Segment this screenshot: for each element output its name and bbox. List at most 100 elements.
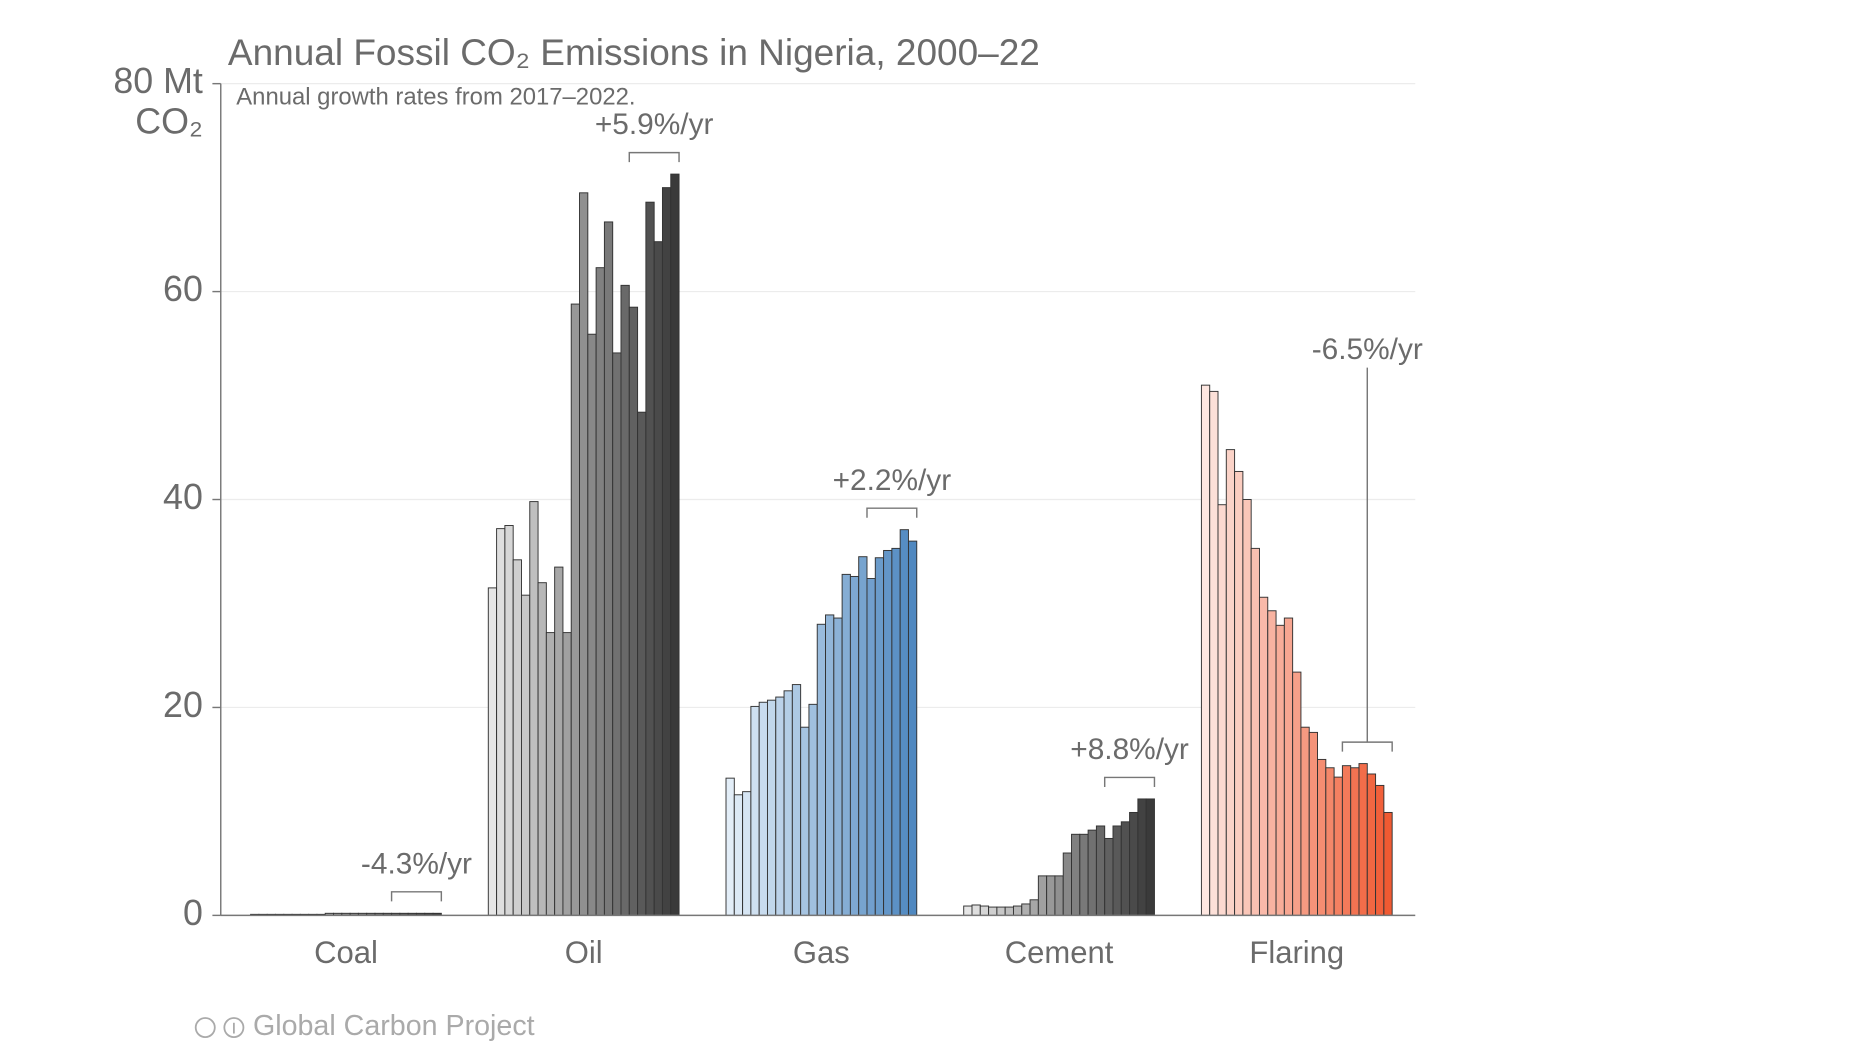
bar	[545, 632, 556, 916]
growth-annotation: +5.9%/yr	[595, 108, 714, 141]
y-axis-label: CO₂	[135, 102, 203, 142]
bar	[554, 566, 564, 916]
bar	[1250, 547, 1260, 916]
bar	[791, 684, 802, 916]
bar	[907, 540, 918, 916]
bar	[963, 905, 973, 916]
growth-annotation: +2.2%/yr	[833, 464, 952, 497]
bar	[1366, 773, 1377, 916]
growth-bracket	[1103, 776, 1156, 788]
bar	[1137, 798, 1147, 916]
bar	[504, 525, 514, 916]
y-tick-label: 20	[163, 685, 203, 725]
bar	[612, 352, 622, 916]
bar	[487, 587, 498, 916]
growth-bracket	[390, 891, 443, 902]
bar	[653, 241, 663, 916]
bar	[979, 905, 990, 916]
bar	[1087, 829, 1097, 916]
bar	[1209, 390, 1219, 916]
growth-bracket	[1341, 741, 1393, 752]
bar	[988, 906, 998, 916]
bar	[661, 187, 672, 916]
bar	[1267, 610, 1277, 916]
bar	[637, 411, 647, 916]
y-tick-label: 60	[163, 269, 203, 309]
bar	[628, 306, 639, 916]
bar	[833, 617, 843, 916]
bar	[1341, 765, 1352, 916]
bar	[1292, 671, 1302, 916]
bar	[1095, 825, 1106, 916]
bar	[1383, 811, 1393, 916]
bar	[570, 303, 581, 916]
bar	[775, 696, 785, 916]
bar	[800, 726, 810, 916]
bar	[1258, 596, 1269, 916]
bar	[1200, 384, 1211, 916]
bar	[849, 575, 860, 916]
bar	[595, 267, 605, 916]
bar	[750, 705, 760, 916]
bar	[1062, 852, 1073, 916]
chart-title: Annual Fossil CO₂ Emissions in Nigeria, …	[228, 32, 1040, 73]
bar	[1308, 731, 1318, 916]
bar	[1021, 903, 1031, 916]
bar	[1004, 906, 1014, 916]
bar	[1217, 504, 1227, 916]
bar	[725, 777, 735, 916]
x-tick-label: Flaring	[1249, 935, 1344, 970]
bar	[1317, 758, 1327, 916]
bar	[1029, 899, 1039, 916]
bar	[808, 703, 818, 916]
x-tick-label: Gas	[793, 935, 850, 970]
bar	[1120, 821, 1131, 916]
source: Global Carbon Project	[253, 1010, 535, 1042]
bar	[766, 699, 777, 916]
bar	[579, 192, 589, 916]
bar	[1325, 767, 1335, 916]
bar	[670, 173, 680, 916]
bar	[529, 501, 539, 916]
bar	[1242, 499, 1252, 916]
bar	[1145, 798, 1155, 916]
x-tick-label: Oil	[565, 935, 603, 970]
bar	[825, 614, 835, 916]
bar	[1112, 825, 1122, 916]
bar	[512, 559, 522, 916]
bar	[891, 547, 901, 916]
cc-icons	[194, 1017, 245, 1038]
bar	[537, 582, 547, 916]
bar	[603, 221, 614, 916]
bar	[866, 578, 876, 916]
growth-bracket	[866, 507, 918, 518]
bar	[971, 904, 981, 916]
growth-bracket	[628, 151, 680, 163]
bar	[1333, 776, 1343, 916]
bar	[1375, 784, 1385, 916]
bar	[883, 549, 893, 916]
growth-annotation: -4.3%/yr	[361, 847, 472, 880]
bar	[1225, 449, 1236, 916]
bar	[874, 557, 885, 916]
bar	[1046, 875, 1056, 916]
bar	[1129, 811, 1139, 916]
bar	[858, 556, 868, 916]
bar	[1037, 875, 1048, 916]
bar	[1283, 617, 1294, 916]
x-tick-label: Cement	[1005, 935, 1114, 970]
bar	[1079, 833, 1089, 916]
chart-subtitle: Annual growth rates from 2017–2022.	[236, 83, 635, 110]
bar	[742, 791, 752, 916]
growth-annotation: +8.8%/yr	[1070, 733, 1189, 766]
bar	[587, 333, 597, 916]
bar	[1300, 726, 1310, 916]
bar	[645, 201, 655, 916]
bar	[1104, 837, 1114, 916]
bar	[520, 594, 531, 916]
bar	[996, 906, 1006, 916]
y-tick-label: 40	[163, 477, 203, 517]
bar	[562, 632, 572, 916]
